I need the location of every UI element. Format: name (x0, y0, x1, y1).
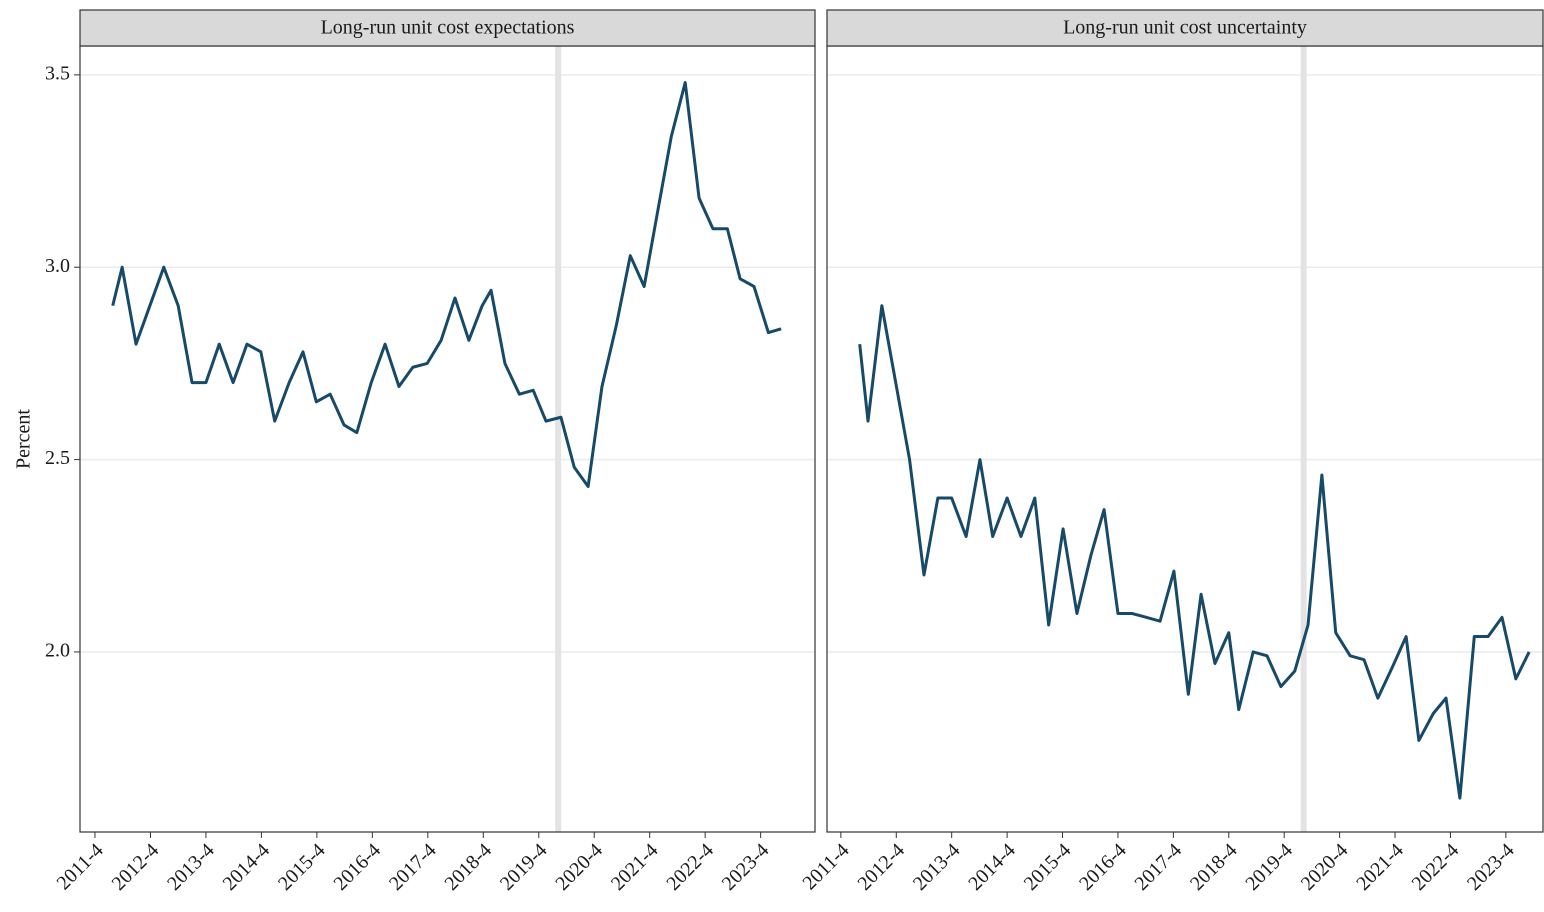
x-tick-label: 2017-4 (385, 839, 441, 895)
x-tick-label: 2011-4 (799, 839, 854, 894)
strip (79, 9, 816, 47)
y-tick-label: 2.5 (45, 447, 70, 469)
x-tick-label: 2013-4 (163, 839, 219, 895)
x-tick-label: 2020-4 (551, 839, 607, 895)
reference-band (555, 46, 562, 832)
y-tick-label: 2.0 (45, 640, 70, 662)
reference-band (1300, 46, 1307, 832)
x-tick-label: 2019-4 (1241, 839, 1297, 895)
x-tick-label: 2018-4 (1186, 839, 1242, 895)
x-tick-label: 2012-4 (853, 839, 909, 895)
panel-title: Long-run unit cost uncertainty (1063, 17, 1307, 39)
x-tick-label: 2016-4 (329, 839, 385, 895)
x-tick-label: 2018-4 (440, 839, 496, 895)
x-tick-label: 2012-4 (108, 839, 164, 895)
x-tick-label: 2022-4 (662, 839, 718, 895)
x-tick-label: 2014-4 (964, 839, 1020, 895)
x-tick-label: 2014-4 (219, 839, 275, 895)
x-tick-label: 2015-4 (274, 839, 330, 895)
data-line (111, 81, 782, 489)
x-tick-label: 2017-4 (1131, 839, 1187, 895)
x-tick-label: 2021-4 (1352, 839, 1408, 895)
x-tick-label: 2011-4 (53, 839, 108, 894)
x-tick-label: 2021-4 (607, 839, 663, 895)
y-axis-title: Percent (13, 409, 35, 469)
x-tick-label: 2013-4 (909, 839, 965, 895)
x-tick-label: 2016-4 (1075, 839, 1131, 895)
x-tick-label: 2023-4 (1463, 839, 1519, 895)
x-tick-label: 2015-4 (1020, 839, 1076, 895)
x-tick-label: 2022-4 (1408, 839, 1464, 895)
x-tick-label: 2020-4 (1297, 839, 1353, 895)
panel-background (80, 46, 815, 832)
y-tick-label: 3.0 (45, 255, 70, 277)
x-tick-label: 2019-4 (496, 839, 552, 895)
data-line (858, 304, 1531, 800)
strip (826, 9, 1544, 47)
y-tick-label: 3.5 (45, 62, 70, 84)
panel-background (827, 46, 1543, 832)
x-tick-label: 2023-4 (718, 839, 774, 895)
panel-title: Long-run unit cost expectations (321, 17, 575, 39)
